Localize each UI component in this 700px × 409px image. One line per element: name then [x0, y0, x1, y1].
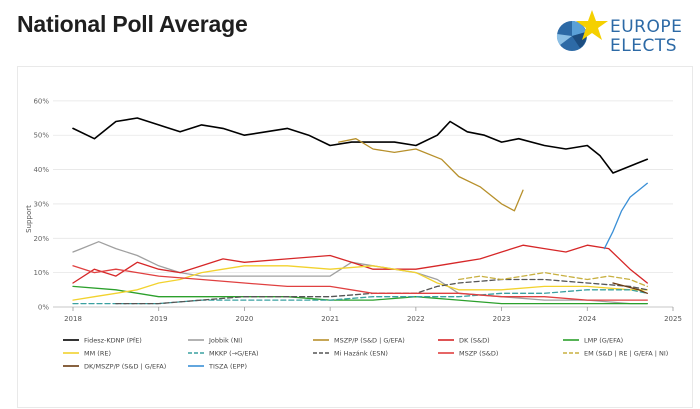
y-tick-label: 60% — [33, 97, 49, 105]
x-tick-label: 2025 — [664, 315, 682, 323]
x-tick-label: 2021 — [321, 315, 339, 323]
legend: Fidesz-KDNP (PfE) Jobbik (NI) MSZP/P (S&D … — [63, 337, 668, 371]
legend-label[interactable]: DK/MSZP/P (S&D | G/EFA) — [84, 363, 166, 371]
y-tick-label: 0% — [38, 304, 49, 312]
series-line — [72, 265, 648, 301]
legend-label[interactable]: TISZA (EPP) — [208, 363, 247, 371]
x-tick-label: 2024 — [578, 315, 596, 323]
series-line — [72, 265, 648, 301]
legend-label[interactable]: MSZP (S&D) — [459, 350, 498, 358]
legend-label[interactable]: MKKP (→G/EFA) — [209, 350, 259, 358]
legend-label[interactable]: Jobbik (NI) — [208, 337, 243, 345]
y-tick-label: 10% — [33, 269, 49, 277]
series-line — [72, 285, 648, 305]
header: National Poll Average EUROPE ELECTS — [0, 0, 700, 62]
logo-mark-icon — [556, 10, 608, 51]
y-tick-label: 30% — [33, 200, 49, 208]
series-line — [72, 244, 648, 284]
x-tick-label: 2022 — [407, 315, 425, 323]
axes: Support 0% 10% 20% 30% 40% 50% 60% 2018 2019 2020… — [25, 97, 682, 323]
series-line — [72, 117, 649, 174]
x-tick-label: 2018 — [64, 315, 82, 323]
y-tick-label: 50% — [33, 132, 49, 140]
chart-svg: Support 0% 10% 20% 30% 40% 50% 60% 2018 2019 2020… — [25, 97, 682, 371]
logo-text-line1: EUROPE — [610, 17, 683, 37]
y-tick-label: 20% — [33, 235, 49, 243]
x-tick-label: 2023 — [493, 315, 511, 323]
legend-label[interactable]: MM (RE) — [84, 350, 111, 358]
legend-label[interactable]: MSZP/P (S&D | G/EFA) — [334, 337, 405, 345]
logo-text-line2: ELECTS — [610, 36, 677, 56]
legend-label[interactable]: DK (S&D) — [459, 337, 490, 345]
series-line — [72, 241, 648, 305]
x-tick-label: 2019 — [150, 315, 168, 323]
page-title: National Poll Average — [17, 11, 248, 37]
legend-label[interactable]: EM (S&D | RE | G/EFA | NI) — [584, 350, 668, 358]
series-lines — [72, 117, 649, 305]
series-line — [603, 182, 648, 250]
europe-elects-logo[interactable]: EUROPE ELECTS — [552, 8, 697, 60]
y-tick-label: 40% — [33, 166, 49, 174]
legend-label[interactable]: LMP (G/EFA) — [584, 337, 623, 345]
legend-label[interactable]: Mi Hazánk (ESN) — [334, 350, 388, 358]
series-line — [612, 282, 648, 294]
series-line — [338, 138, 524, 212]
x-tick-label: 2020 — [236, 315, 254, 323]
chart-frame: Support 0% 10% 20% 30% 40% 50% 60% 2018 2019 2020… — [17, 66, 693, 408]
series-line — [458, 271, 648, 288]
y-axis-label: Support — [25, 205, 33, 233]
legend-label[interactable]: Fidesz-KDNP (PfE) — [84, 337, 142, 345]
grid — [53, 100, 673, 308]
